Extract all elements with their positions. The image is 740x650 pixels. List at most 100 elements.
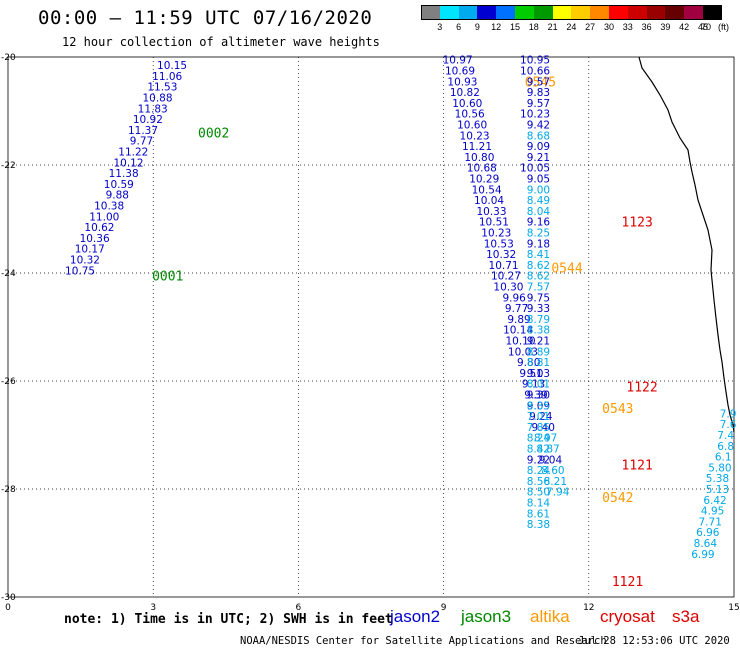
wave-height-label: 6.96 [696, 527, 720, 539]
legend-s3a: s3a [672, 607, 700, 626]
colorbar-label: 33 [622, 22, 633, 32]
y-tick-label: -28 [1, 485, 16, 495]
pass-number-label: 0543 [602, 402, 633, 417]
generated-timestamp: Jul 28 12:53:06 UTC 2020 [578, 635, 730, 647]
wave-height-label: 8.24 [527, 465, 551, 477]
wave-height-label: 10.38 [94, 201, 124, 213]
colorbar-swatch [515, 5, 534, 20]
wave-height-label: 5.13 [706, 484, 729, 496]
wave-height-label: 9.77 [505, 303, 528, 315]
wave-height-label: 10.66 [520, 66, 550, 78]
pass-number-label: 0542 [602, 491, 633, 506]
colorbar-swatch [477, 5, 497, 20]
wave-height-label: 10.56 [455, 109, 485, 121]
wave-height-label: 8.64 [694, 538, 718, 550]
wave-height-label: 8.14 [527, 498, 551, 510]
wave-height-label: 4.95 [701, 506, 724, 518]
y-tick-label: -26 [1, 377, 16, 387]
coastline [638, 56, 735, 433]
colorbar-label: 12 [491, 22, 502, 32]
wave-height-label: 9.96 [502, 292, 526, 304]
wave-height-label: 8.68 [527, 130, 550, 142]
wave-height-label: 10.10 [505, 336, 535, 348]
wave-height-label: 6.42 [703, 495, 726, 507]
legend-jason3: jason3 [461, 607, 512, 626]
colorbar-swatch [646, 5, 666, 20]
wave-height-label: 8.35 [527, 400, 550, 412]
wave-height-label: 9.16 [527, 217, 551, 229]
wave-height-label: 7.57 [527, 282, 550, 294]
wave-height-label: 8.79 [527, 314, 550, 326]
page-subtitle: 12 hour collection of altimeter wave hei… [62, 35, 380, 49]
colorbar-label: 45 [697, 22, 709, 32]
wave-height-label: 9.33 [527, 303, 550, 315]
wave-height-label: 5.80 [708, 462, 731, 474]
colorbar-label: 36 [641, 22, 652, 32]
wave-height-label: 9.80 [517, 357, 540, 369]
x-tick-label: 0 [5, 603, 11, 613]
y-tick-label: -22 [1, 161, 16, 171]
wave-height-label: 10.36 [80, 233, 110, 245]
wave-height-label: 9.88 [106, 190, 129, 202]
pass-number-label: 0544 [551, 262, 582, 277]
legend-altika: altika [530, 607, 570, 626]
pass-number-label: 0001 [152, 270, 183, 285]
wave-height-label: 10.82 [450, 87, 480, 99]
wave-height-label: 5.38 [706, 473, 729, 485]
x-tick-label: 12 [583, 603, 594, 613]
y-tick-label: -20 [1, 53, 16, 63]
wave-height-label: 6.1 [715, 452, 732, 464]
wave-height-label: 9.09 [527, 400, 550, 412]
wave-height-label: 10.15 [157, 60, 187, 72]
colorbar-swatch [533, 5, 553, 20]
wave-height-label: 10.59 [104, 179, 134, 191]
wave-height-label: 9.09 [527, 141, 550, 153]
wave-height-label: 8.01 [527, 379, 550, 391]
wave-height-label: 7.4 [717, 430, 734, 442]
wave-height-label: 8.56 [527, 476, 551, 488]
wave-height-label: 8.87 [536, 444, 559, 456]
wave-height-label: 9.83 [527, 87, 550, 99]
wave-height-label: 9.18 [527, 238, 550, 250]
colorbar-swatch [627, 5, 647, 20]
wave-height-label: 11.37 [128, 125, 158, 137]
wave-height-label: 10.75 [65, 265, 95, 277]
colorbar-swatch [439, 5, 459, 20]
wave-height-label: 10.04 [474, 195, 504, 207]
wave-height-label: 8.60 [541, 465, 564, 477]
wave-height-label: 8.42 [527, 444, 550, 456]
footnote: note: 1) Time is in UTC; 2) SWH is in fe… [64, 612, 393, 627]
colorbar-label: 18 [528, 22, 539, 32]
wave-height-label: 10.54 [472, 184, 502, 196]
wave-height-label: 9.57 [527, 98, 550, 110]
colorbar-label: 3 [437, 22, 443, 32]
wave-height-label: 10.12 [113, 157, 143, 169]
wave-height-label: 8.97 [534, 433, 557, 445]
colorbar-unit: (ft) [718, 22, 729, 32]
wave-height-label: 10.33 [476, 206, 506, 218]
colorbar-swatch [496, 5, 515, 20]
colorbar-swatch [609, 5, 628, 20]
wave-height-label: 8.50 [527, 487, 550, 499]
wave-height-label: 10.93 [447, 76, 477, 88]
wave-height-label: 9.13 [522, 379, 545, 391]
credit-line: NOAA/NESDIS Center for Satellite Applica… [240, 635, 607, 647]
legend-jason2: jason2 [390, 607, 441, 626]
colorbar-label: 6 [456, 22, 462, 32]
y-tick-label: -24 [1, 269, 16, 279]
wave-height-label: 9.89 [507, 314, 530, 326]
wave-height-label: 10.23 [460, 130, 490, 142]
colorbar-frame [421, 5, 722, 20]
wave-height-label: 9.39 [524, 390, 547, 402]
wave-height-label: 10.30 [493, 282, 523, 294]
pass-number-label: 0002 [198, 127, 229, 142]
colorbar-label: 9 [474, 22, 480, 32]
wave-height-label: 10.60 [452, 98, 482, 110]
wave-height-label: 11.53 [147, 82, 177, 94]
colorbar-label: 30 [603, 22, 615, 32]
wave-height-label: 7.9 [720, 408, 737, 420]
wave-height-label: 8.62 [527, 260, 550, 272]
wave-height-label: 10.29 [469, 174, 499, 186]
